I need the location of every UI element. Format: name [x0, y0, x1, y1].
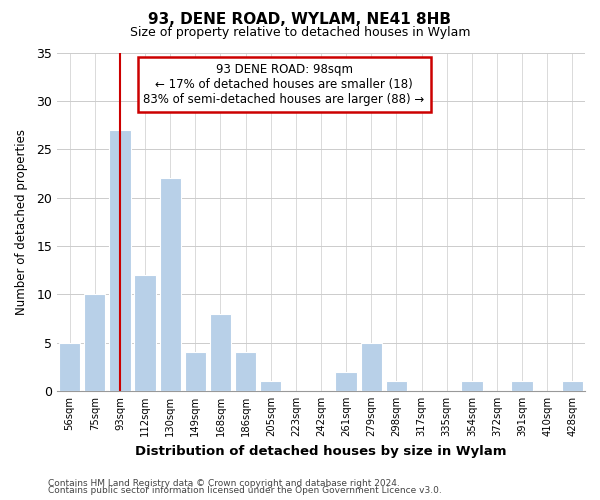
Text: 93, DENE ROAD, WYLAM, NE41 8HB: 93, DENE ROAD, WYLAM, NE41 8HB: [149, 12, 452, 28]
Bar: [185, 352, 206, 391]
Bar: [84, 294, 106, 391]
Bar: [386, 382, 407, 391]
Bar: [511, 382, 533, 391]
Bar: [109, 130, 131, 391]
Text: 93 DENE ROAD: 98sqm
← 17% of detached houses are smaller (18)
83% of semi-detach: 93 DENE ROAD: 98sqm ← 17% of detached ho…: [143, 62, 425, 106]
Bar: [461, 382, 482, 391]
Bar: [361, 342, 382, 391]
Text: Contains public sector information licensed under the Open Government Licence v3: Contains public sector information licen…: [48, 486, 442, 495]
Bar: [335, 372, 357, 391]
Bar: [134, 275, 156, 391]
Y-axis label: Number of detached properties: Number of detached properties: [15, 128, 28, 314]
Bar: [59, 342, 80, 391]
X-axis label: Distribution of detached houses by size in Wylam: Distribution of detached houses by size …: [135, 444, 507, 458]
Bar: [160, 178, 181, 391]
Text: Contains HM Land Registry data © Crown copyright and database right 2024.: Contains HM Land Registry data © Crown c…: [48, 478, 400, 488]
Bar: [235, 352, 256, 391]
Bar: [562, 382, 583, 391]
Bar: [260, 382, 281, 391]
Bar: [210, 314, 231, 391]
Text: Size of property relative to detached houses in Wylam: Size of property relative to detached ho…: [130, 26, 470, 39]
